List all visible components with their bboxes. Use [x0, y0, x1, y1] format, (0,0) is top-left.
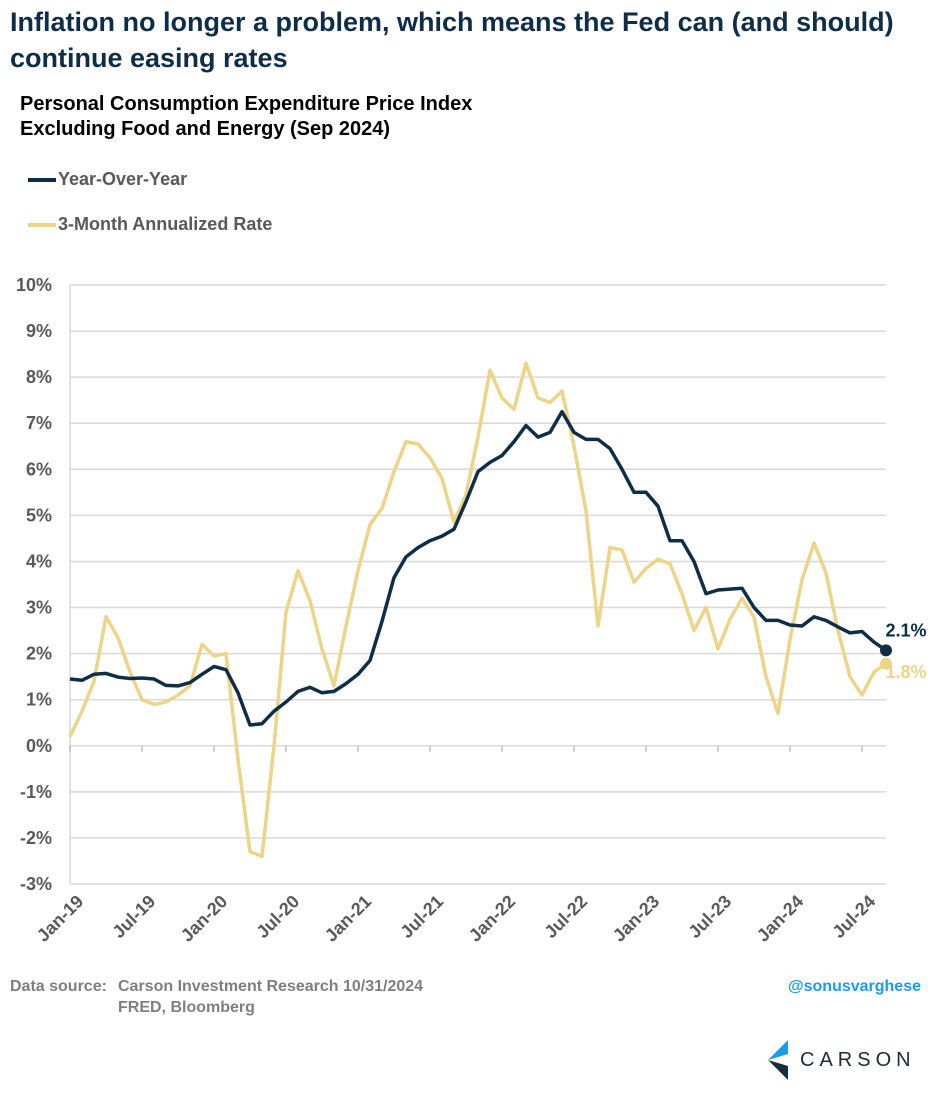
y-tick-label: 8% [26, 367, 52, 387]
x-tick-label: Jul-19 [108, 891, 159, 942]
end-marker-yoy [880, 644, 892, 657]
y-tick-label: 4% [26, 551, 52, 571]
end-marker-3m [880, 657, 892, 670]
x-tick-label: Jan-20 [177, 891, 231, 945]
y-tick-label: -1% [20, 782, 52, 802]
y-tick-label: -2% [20, 828, 52, 848]
y-tick-label: -3% [20, 874, 52, 894]
x-tick-label: Jan-19 [33, 891, 87, 945]
y-tick-label: 3% [26, 598, 52, 618]
source-line2: FRED, Bloomberg [118, 999, 255, 1016]
legend-item-yoy: Year-Over-Year [28, 169, 187, 190]
y-tick-label: 7% [26, 413, 52, 433]
chart-title-line2: Excluding Food and Energy (Sep 2024) [20, 118, 391, 140]
y-tick-label: 6% [26, 459, 52, 479]
x-tick-label: Jul-24 [828, 891, 879, 942]
chart-title-line1: Personal Consumption Expenditure Price I… [20, 93, 473, 115]
chart-title: Personal Consumption Expenditure Price I… [20, 92, 472, 142]
y-tick-label: 9% [26, 321, 52, 341]
page-title: Inflation no longer a problem, which mea… [10, 7, 894, 73]
x-tick-label: Jul-21 [396, 891, 447, 942]
series-line-3m [68, 361, 887, 859]
source-line1: Carson Investment Research 10/31/2024 [118, 978, 424, 995]
legend-label-yoy: Year-Over-Year [58, 169, 188, 189]
series-line-yoy [69, 409, 887, 727]
carson-logo-icon [768, 1040, 788, 1080]
y-tick-label: 10% [16, 275, 52, 295]
x-tick-label: Jan-21 [321, 891, 375, 945]
legend-item-3m: 3-Month Annualized Rate [28, 214, 272, 235]
y-tick-label: 1% [26, 690, 52, 710]
x-tick-label: Jul-23 [684, 891, 735, 942]
twitter-handle[interactable]: @sonusvarghese [788, 978, 921, 995]
end-label-yoy: 2.1% [885, 620, 926, 640]
y-tick-label: 2% [26, 644, 52, 664]
legend-label-3m: 3-Month Annualized Rate [58, 214, 273, 234]
carson-logo-text: CARSON [800, 1048, 916, 1071]
legend-swatch-yoy [28, 177, 56, 182]
legend-swatch-3m [28, 222, 56, 227]
source-label: Data source: [10, 978, 107, 995]
x-tick-label: Jul-20 [252, 891, 303, 942]
x-tick-label: Jan-22 [465, 891, 519, 945]
x-tick-label: Jan-24 [753, 891, 807, 945]
carson-logo: CARSON [764, 1040, 916, 1080]
x-tick-label: Jan-23 [609, 891, 663, 945]
y-tick-label: 0% [26, 736, 52, 756]
y-tick-label: 5% [26, 505, 52, 525]
end-label-3m: 1.8% [885, 662, 926, 682]
x-tick-label: Jul-22 [540, 891, 591, 942]
